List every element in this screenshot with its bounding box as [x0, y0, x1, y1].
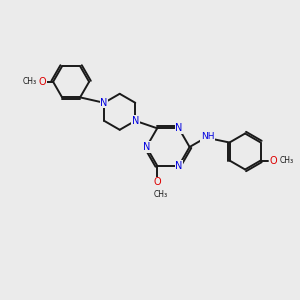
Text: O: O: [153, 177, 161, 187]
Text: NH: NH: [201, 132, 214, 141]
Text: N: N: [175, 161, 182, 171]
Text: N: N: [143, 142, 150, 152]
Text: N: N: [100, 98, 108, 108]
Text: N: N: [175, 123, 182, 133]
Text: CH₃: CH₃: [23, 77, 37, 86]
Text: N: N: [132, 116, 139, 126]
Text: O: O: [39, 77, 46, 87]
Text: CH₃: CH₃: [153, 190, 167, 199]
Text: O: O: [270, 155, 278, 166]
Text: CH₃: CH₃: [280, 156, 294, 165]
